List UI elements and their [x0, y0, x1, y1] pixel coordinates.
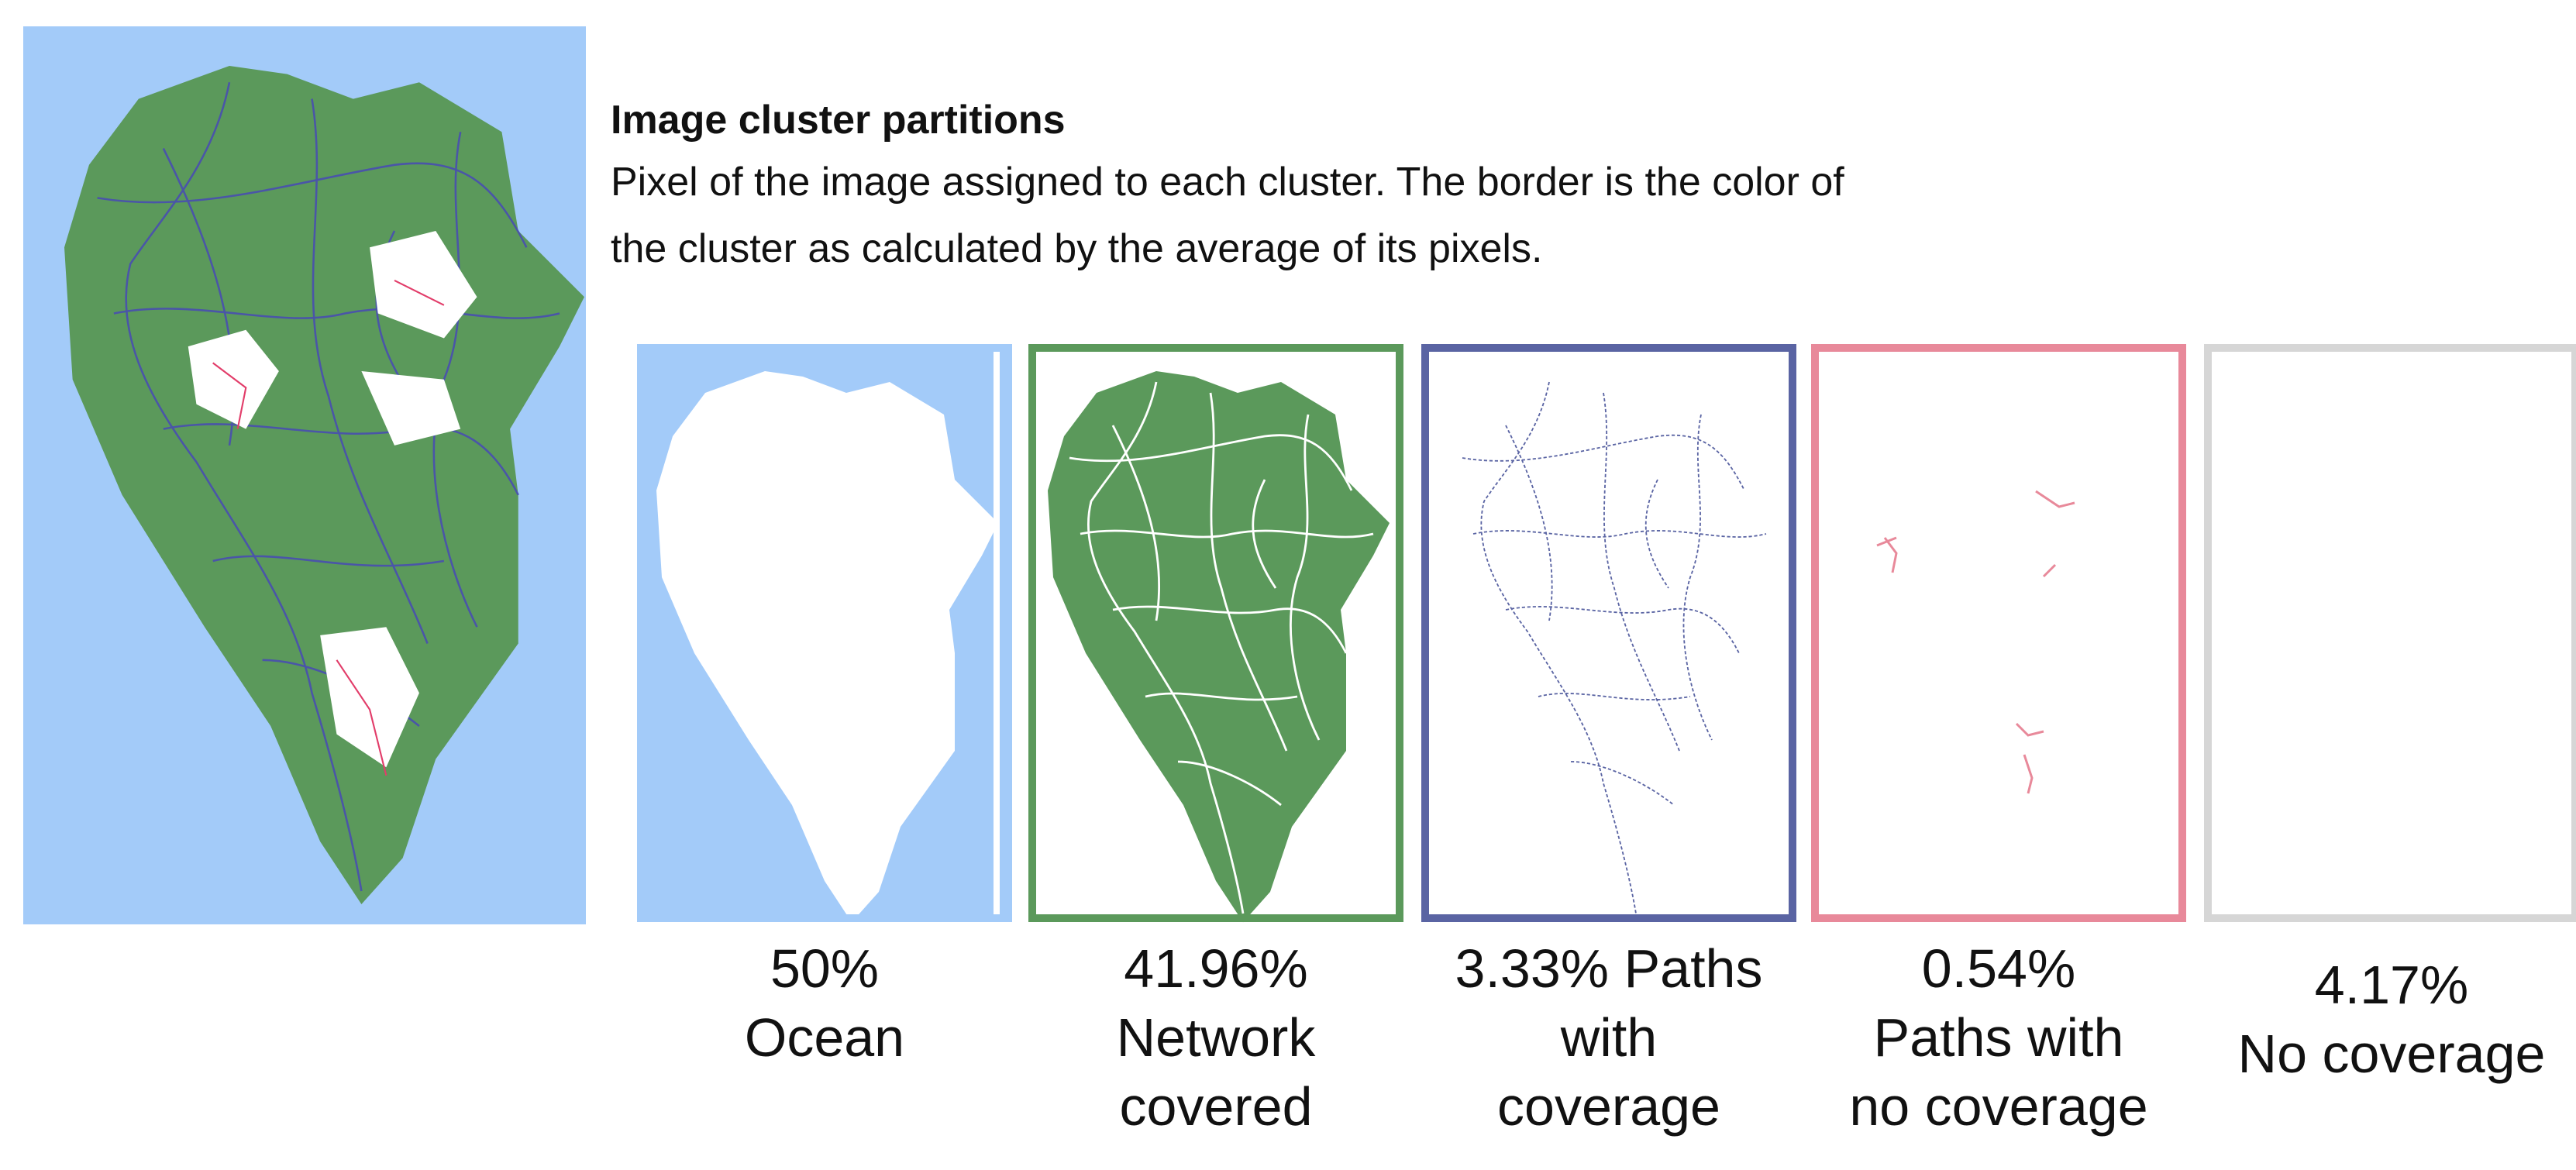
cluster-panel — [1421, 344, 1796, 922]
cluster-panel — [2204, 344, 2576, 922]
panel-border — [1421, 344, 1796, 922]
cluster-caption: with — [1560, 1007, 1657, 1068]
overview-map — [23, 26, 586, 924]
cluster-panel — [1028, 344, 1403, 923]
description-line: the cluster as calculated by the average… — [611, 226, 1542, 271]
title: Image cluster partitions — [611, 98, 1066, 143]
panel-border — [2204, 344, 2576, 922]
cluster-panel — [1811, 344, 2186, 922]
cluster-caption: 50% — [770, 938, 879, 999]
cluster-caption: Ocean — [745, 1007, 904, 1068]
cluster-panel — [637, 344, 1012, 923]
cluster-caption: Network — [1117, 1007, 1317, 1068]
cluster-caption: 3.33% Paths — [1455, 938, 1763, 999]
panel-border — [1028, 344, 1403, 922]
panel-border — [1811, 344, 2186, 922]
cluster-caption: no coverage — [1849, 1076, 2147, 1137]
cluster-caption: covered — [1119, 1076, 1312, 1137]
cluster-caption: 41.96% — [1124, 938, 1307, 999]
description-line: Pixel of the image assigned to each clus… — [611, 160, 1844, 205]
cluster-caption: Paths with — [1874, 1007, 2124, 1068]
cluster-caption: No coverage — [2238, 1024, 2546, 1084]
cluster-caption: coverage — [1497, 1076, 1720, 1137]
cluster-panels: 50% Ocean 41.96% Network covered 3.33% Paths w… — [637, 344, 2576, 1137]
panel-border — [637, 344, 1012, 922]
cluster-caption: 0.54% — [1922, 938, 2075, 999]
cluster-caption: 4.17% — [2315, 955, 2468, 1015]
